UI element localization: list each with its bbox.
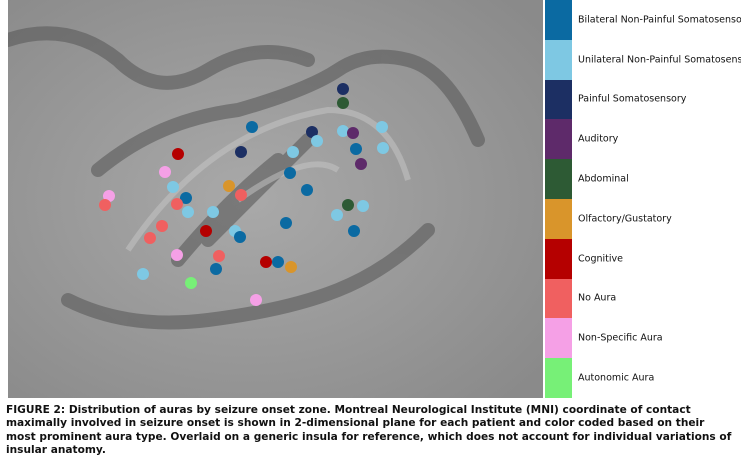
figure-caption: FIGURE 2: Distribution of auras by seizu… — [6, 404, 732, 456]
dot — [234, 231, 246, 243]
legend-swatch — [545, 358, 572, 398]
dot — [350, 143, 362, 155]
legend-swatch — [545, 278, 572, 319]
legend-label: Cognitive — [578, 253, 623, 265]
dot — [377, 142, 389, 154]
legend-swatch — [545, 318, 572, 359]
dot — [280, 217, 292, 229]
dot — [272, 256, 284, 268]
legend-item: Abdominal — [543, 159, 741, 199]
legend-label: Olfactory/Gustatory — [578, 213, 672, 225]
legend-swatch — [545, 199, 572, 239]
dot — [260, 256, 272, 268]
dot — [355, 158, 367, 170]
dot — [287, 146, 299, 158]
legend-item: Bilateral Non-Painful Somatosensory — [543, 0, 741, 40]
dot — [103, 190, 115, 202]
dot — [200, 225, 212, 237]
legend-label: Abdominal — [578, 173, 629, 185]
dot — [357, 200, 369, 212]
legend-item: Auditory — [543, 119, 741, 160]
dot — [285, 261, 297, 273]
dot — [376, 121, 388, 133]
legend-label: Non-Specific Aura — [578, 332, 663, 344]
legend-item: Painful Somatosensory — [543, 79, 741, 120]
legend-swatch — [545, 0, 572, 40]
dot — [156, 220, 168, 232]
dot — [246, 121, 258, 133]
dot — [331, 209, 343, 221]
dot — [337, 97, 349, 109]
dot — [284, 167, 296, 179]
legend-swatch — [545, 119, 572, 160]
legend-item: Non-Specific Aura — [543, 318, 741, 359]
legend-label: Bilateral Non-Painful Somatosensory — [578, 14, 741, 26]
dot — [347, 127, 359, 139]
dot — [99, 199, 111, 211]
dot — [306, 126, 318, 138]
dot — [137, 268, 149, 280]
dot — [171, 198, 183, 210]
dot — [348, 225, 360, 237]
dot — [210, 263, 222, 275]
dot — [185, 277, 197, 289]
dot — [172, 148, 184, 160]
dot — [337, 83, 349, 95]
dot — [171, 249, 183, 261]
dot — [159, 166, 171, 178]
brain-image — [8, 0, 543, 398]
dot — [207, 206, 219, 218]
dot — [213, 250, 225, 262]
legend-label: No Aura — [578, 292, 617, 304]
legend-swatch — [545, 238, 572, 279]
legend-item: Olfactory/Gustatory — [543, 199, 741, 239]
dot — [182, 206, 194, 218]
dot — [144, 232, 156, 244]
dot — [223, 180, 235, 192]
dot — [235, 189, 247, 201]
dot — [167, 181, 179, 193]
dot — [235, 146, 247, 158]
legend-label: Painful Somatosensory — [578, 93, 687, 105]
legend-swatch — [545, 159, 572, 199]
legend: Bilateral Non-Painful Somatosensory Unila… — [543, 0, 741, 398]
dot — [180, 192, 192, 204]
dot — [337, 125, 349, 137]
dot — [311, 135, 323, 147]
legend-label: Auditory — [578, 133, 619, 145]
aura-dots — [99, 83, 389, 306]
legend-item: No Aura — [543, 278, 741, 319]
legend-swatch — [545, 79, 572, 120]
legend-label: Unilateral Non-Painful Somatosensory — [578, 54, 741, 66]
legend-label: Autonomic Aura — [578, 372, 655, 384]
dot — [342, 199, 354, 211]
legend-item: Autonomic Aura — [543, 358, 741, 398]
dot — [250, 294, 262, 306]
legend-item: Cognitive — [543, 238, 741, 279]
legend-item: Unilateral Non-Painful Somatosensory — [543, 39, 741, 80]
legend-swatch — [545, 39, 572, 80]
dot — [301, 184, 313, 196]
